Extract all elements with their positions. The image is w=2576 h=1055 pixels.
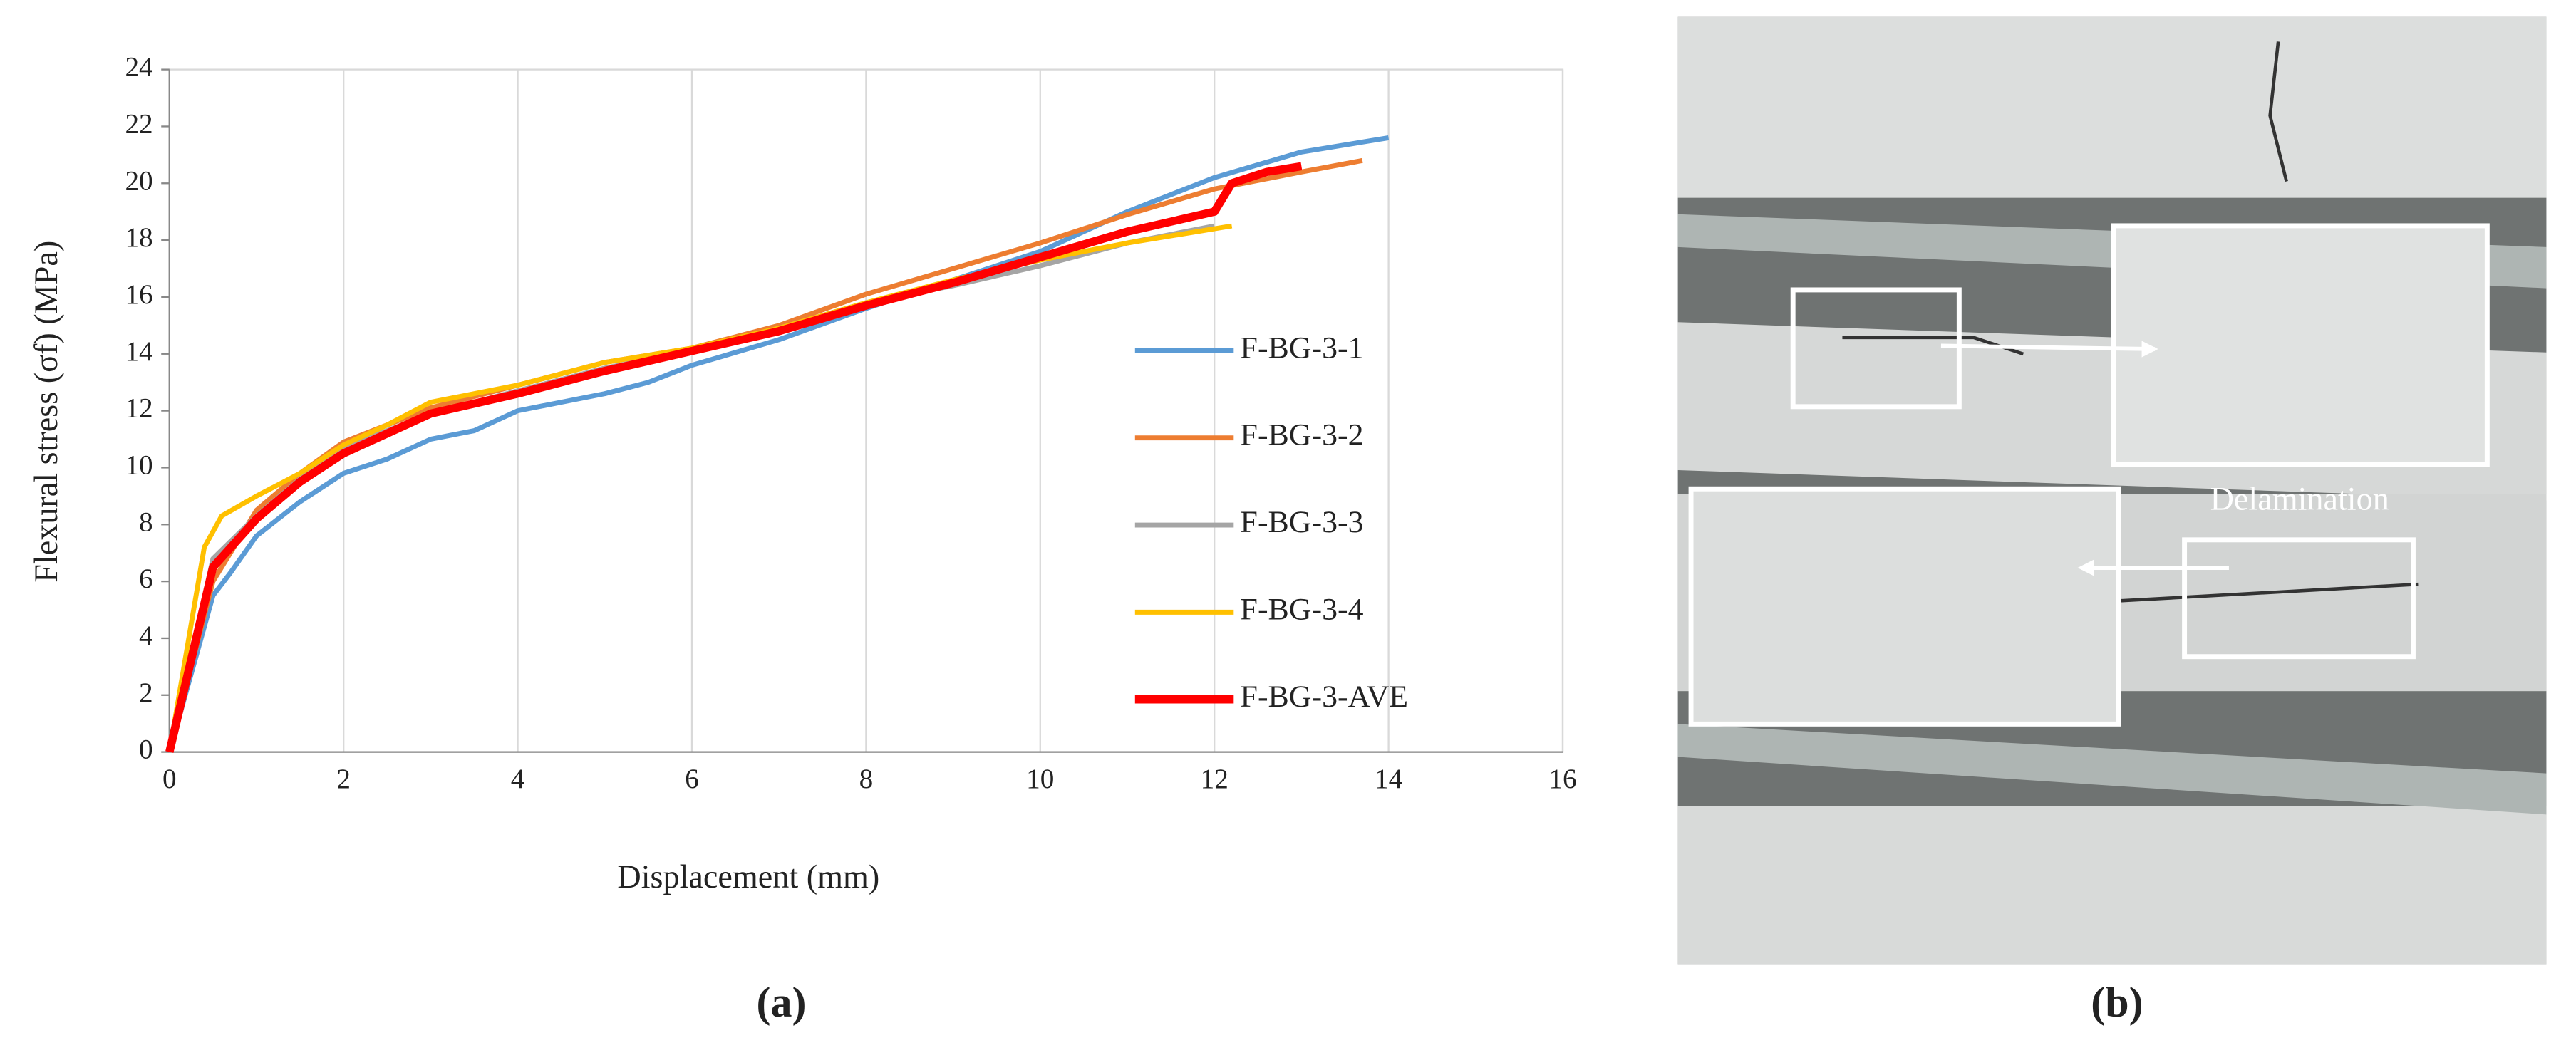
y-tick-label: 12 — [125, 393, 152, 424]
line-series — [165, 162, 1303, 753]
x-tick-label: 12 — [1201, 764, 1228, 794]
y-tick-label: 2 — [139, 677, 153, 708]
x-axis-label: Displacement (mm) — [617, 858, 879, 895]
line-series — [167, 157, 1363, 753]
x-tick-label: 0 — [162, 764, 177, 794]
legend-label: F-BG-3-4 — [1241, 592, 1364, 626]
x-tick-label: 14 — [1375, 764, 1402, 794]
legend-label: F-BG-3-3 — [1241, 505, 1364, 539]
legend-label: F-BG-3-1 — [1241, 331, 1364, 365]
legend-label: F-BG-3-2 — [1241, 418, 1364, 452]
y-tick-label: 4 — [139, 620, 153, 651]
y-tick-label: 0 — [139, 734, 153, 765]
line-series — [167, 223, 1233, 753]
x-tick-label: 6 — [685, 764, 699, 794]
legend-label: F-BG-3-AVE — [1241, 680, 1409, 714]
x-tick-label: 16 — [1548, 764, 1576, 794]
y-tick-label: 10 — [125, 449, 152, 480]
x-tick-label: 4 — [511, 764, 525, 794]
panel-label: (b) — [2091, 979, 2143, 1026]
panel-label: (a) — [757, 979, 807, 1026]
photo: Delamination — [1677, 16, 2547, 965]
x-tick-label: 2 — [336, 764, 351, 794]
photo-annotation: Delamination — [2210, 480, 2389, 516]
y-tick-label: 14 — [125, 336, 152, 367]
y-tick-label: 6 — [139, 563, 153, 594]
y-tick-label: 16 — [125, 279, 152, 310]
y-tick-label: 20 — [125, 165, 152, 196]
y-tick-label: 24 — [125, 52, 152, 83]
y-tick-label: 18 — [125, 222, 152, 253]
y-axis-label: Flexural stress (σf) (MPa) — [28, 241, 64, 583]
x-tick-label: 10 — [1026, 764, 1054, 794]
y-tick-label: 22 — [125, 108, 152, 139]
line-series — [167, 135, 1390, 753]
x-tick-label: 8 — [859, 764, 874, 794]
y-tick-label: 8 — [139, 506, 153, 537]
